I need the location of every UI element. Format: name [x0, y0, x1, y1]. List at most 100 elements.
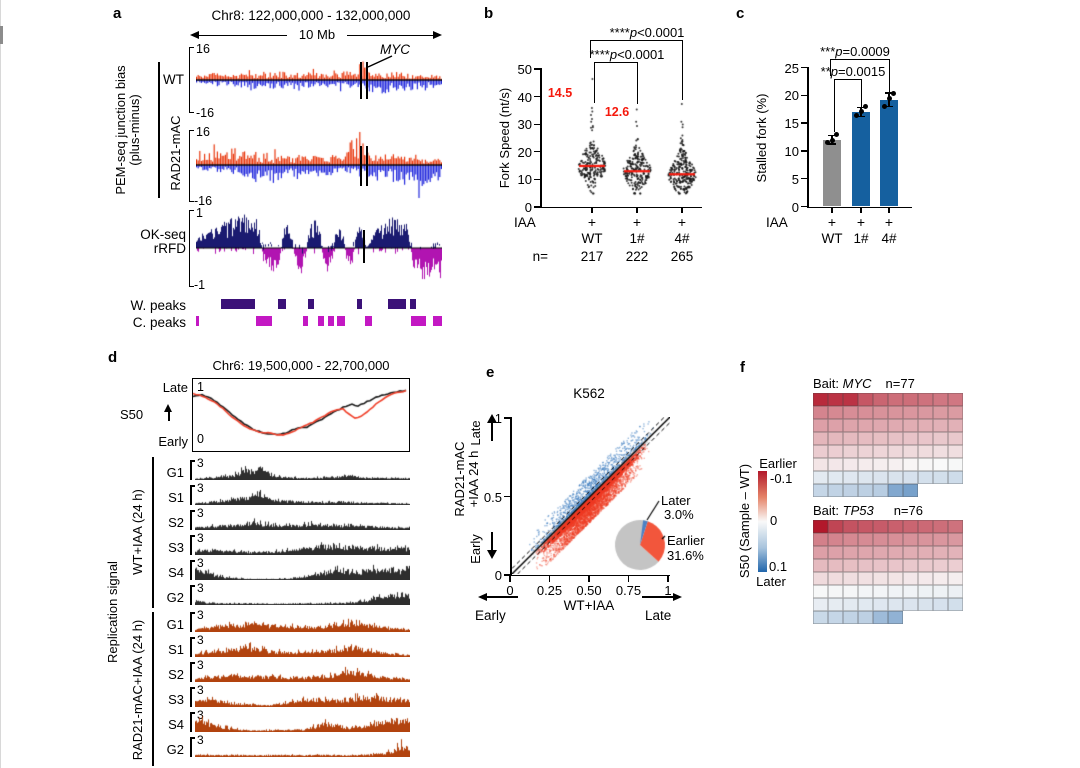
heatmap-cell [948, 585, 963, 598]
replication-signal-track [195, 712, 410, 732]
x-late-arrow-line [642, 596, 674, 599]
track-scale-tick [190, 585, 195, 587]
panel-b-group-label: 1# [629, 231, 645, 246]
sig-b-outer-bracket [590, 40, 682, 42]
panel-e-y-axis [510, 417, 512, 576]
heatmap-cell [873, 572, 888, 585]
panel-b-y-tick [534, 178, 540, 181]
c-peaks-row [196, 316, 442, 327]
heatmap-cell [948, 432, 963, 445]
panel-b-n-value: 265 [670, 249, 694, 264]
heatmap-cell [843, 572, 858, 585]
track-scale-tick [190, 737, 195, 739]
w-peak-block [278, 299, 286, 309]
track-wt-label: WT [163, 72, 184, 87]
heatmap-cell [843, 559, 858, 572]
heatmap-cell [843, 419, 858, 432]
heatmap-cell [873, 419, 888, 432]
heatmap-cell [918, 572, 933, 585]
panel-a-title: Chr8: 122,000,000 - 132,000,000 [211, 8, 411, 23]
fork-speed-beeswarm [548, 63, 708, 208]
panel-e-x-tick [548, 576, 551, 582]
heatmap-cell [888, 393, 903, 406]
heatmap-cell [918, 458, 933, 471]
panel-b-n-value: 217 [580, 249, 604, 264]
panel-b-y-tick [534, 206, 540, 208]
heatmap-cell [813, 458, 828, 471]
heatmap-cell [858, 484, 873, 497]
heatmap-cell [858, 598, 873, 611]
heatmap-cell [903, 484, 918, 497]
panel-c-y-tick [801, 66, 807, 69]
panel-c-x-tick [888, 208, 890, 213]
panel-b-y-tick [534, 151, 540, 153]
sig-b-inner-bracket [594, 62, 638, 64]
gene-myc-label: MYC [380, 42, 410, 57]
s50-label: S50 [120, 407, 144, 422]
panel-c-group-label: 1# [853, 231, 869, 246]
left-edge-line [0, 0, 1, 768]
panel-a-label: a [113, 5, 122, 22]
panel-e-x-tick [509, 576, 511, 582]
track-scale-tick [190, 460, 195, 462]
heatmap-cell [903, 432, 918, 445]
heatmap-cell [858, 533, 873, 546]
x-early-arrow-icon [478, 592, 487, 601]
data-point [825, 140, 830, 146]
heatmap-cell [933, 598, 948, 611]
heatmap-cell [873, 520, 888, 533]
heatmap-cell [843, 458, 858, 471]
panel-c-y-tick-label: 15 [784, 116, 799, 132]
panel-c-group-label: WT [821, 231, 843, 246]
sig-c-inner-left-leg [834, 79, 836, 132]
group2-underline [152, 612, 154, 766]
okseq-rrfd-track [196, 210, 442, 287]
heatmap-cell [873, 406, 888, 419]
heatmap-cell [843, 533, 858, 546]
heatmap-cell [873, 546, 888, 559]
pie-earlier-label: Earlier [667, 533, 705, 548]
heatmap-cell [813, 598, 828, 611]
s50-up-arrow-icon [164, 404, 172, 412]
c-peak-block [303, 316, 308, 326]
sig-c-inner-text: **p=0.0015 [820, 64, 886, 79]
heatmap-cell [948, 533, 963, 546]
data-point [830, 137, 835, 143]
panel-c-y-tick [801, 94, 807, 96]
heatmap-cell [918, 432, 933, 445]
c-peak-block [411, 316, 426, 326]
heatmap-cell [933, 471, 948, 484]
heatmap-cell [948, 598, 963, 611]
heatmap-cell [888, 484, 903, 497]
heatmap-cell [918, 520, 933, 533]
heatmap-cell [813, 559, 828, 572]
heatmap-cell [828, 520, 843, 533]
colorbar-tick-top: -0.1 [770, 471, 793, 486]
heatmap-cell [933, 520, 948, 533]
panel-c-x-tick [831, 208, 833, 213]
c-peak-block [256, 316, 273, 326]
replication-signal-track [195, 637, 410, 657]
error-bar-cap [857, 115, 865, 118]
heatmap-cell [888, 432, 903, 445]
s50-up-arrow-stem [167, 410, 170, 421]
colorbar-top-label: Earlier [759, 456, 797, 471]
w-peaks-label: W. peaks [130, 298, 186, 313]
x-late-label: Late [645, 608, 672, 623]
wt-scale-bracket [189, 47, 191, 113]
heatmap-cell [858, 445, 873, 458]
panel-b-y-tick-label: 40 [517, 89, 532, 105]
gene-tick [360, 62, 363, 99]
heatmap-cell [948, 406, 963, 419]
heatmap-cell [873, 445, 888, 458]
heatmap-cell [858, 520, 873, 533]
heatmap-cell [873, 598, 888, 611]
rfd-scale-tick-bottom [189, 285, 194, 287]
track-scale-tick [190, 560, 195, 562]
replication-signal-track [195, 612, 410, 632]
heatmap-cell [828, 598, 843, 611]
heatmap-cell [843, 585, 858, 598]
pie-earlier-pct: 31.6% [667, 548, 704, 563]
heatmap-cell [948, 520, 963, 533]
panel-e-label: e [486, 364, 495, 381]
